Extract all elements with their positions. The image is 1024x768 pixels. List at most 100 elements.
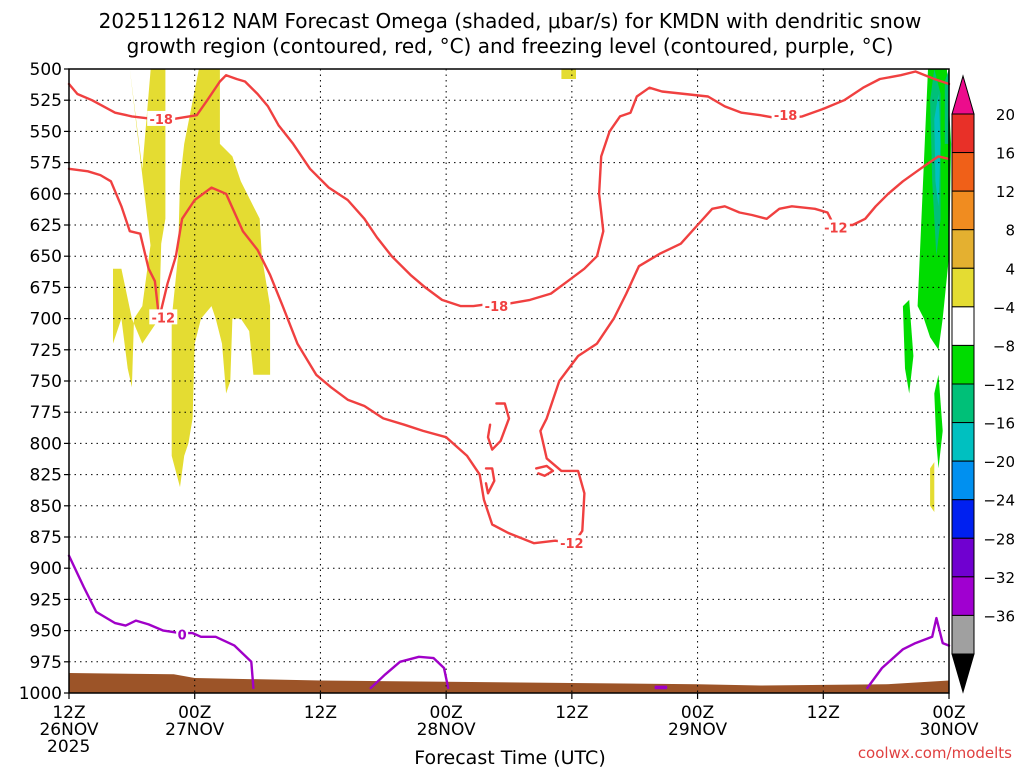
contour-label-bg bbox=[149, 309, 178, 325]
colorbar-label-10: −24 bbox=[983, 492, 1015, 510]
x-tick-label-60-1: 29NOV bbox=[668, 720, 727, 740]
y-axis-pressure: 500 525 550 575 600 625 650 675 700 725 750 775 800 8… bbox=[19, 60, 69, 704]
colorbar-label-3: 8 bbox=[1005, 222, 1015, 240]
colorbar-label-1: 16 bbox=[996, 145, 1015, 163]
colorbar-box-9 bbox=[951, 422, 975, 462]
omega-region-omega-4-to-8-green-1 bbox=[902, 299, 914, 394]
contour-freezing-level-0-c-purple-contour-3 bbox=[866, 616, 951, 690]
y-tick-label-800: 800 bbox=[30, 434, 62, 454]
contour-label-bg bbox=[557, 535, 586, 551]
colorbar-box-3 bbox=[951, 190, 975, 231]
x-tick-label-0-1: 26NOV bbox=[39, 720, 98, 740]
colorbar-label-7: −12 bbox=[983, 376, 1015, 394]
x-tick-label-0-2: 2025 bbox=[47, 737, 90, 757]
y-tick-label-975: 975 bbox=[30, 653, 62, 673]
omega-region-omega-4-to-8-green-2 bbox=[934, 374, 943, 469]
y-tick-label-950: 950 bbox=[30, 622, 62, 642]
contour-label-dendritic-growth-12-c-red-contour-2: -12 bbox=[824, 221, 848, 236]
contour-freezing-level-0-c-purple-contour-1 bbox=[369, 655, 450, 690]
colorbar-box-1 bbox=[951, 113, 975, 154]
y-tick-label-875: 875 bbox=[30, 528, 62, 548]
y-tick-label-700: 700 bbox=[30, 310, 62, 330]
colorbar-top-triangle bbox=[951, 74, 975, 115]
x-tick-label-12-1: 27NOV bbox=[165, 720, 224, 740]
y-tick-label-825: 825 bbox=[30, 466, 62, 486]
chart-title: 2025112612 NAM Forecast Omega (shaded, μ… bbox=[99, 9, 922, 58]
y-tick-label-1000: 1000 bbox=[19, 684, 62, 704]
x-tick-label-12-0: 00Z bbox=[178, 703, 211, 723]
colorbar-label-5: −4 bbox=[993, 299, 1015, 317]
colorbar-box-2 bbox=[951, 152, 975, 192]
omega-shading bbox=[113, 69, 952, 512]
y-tick-label-900: 900 bbox=[30, 559, 62, 579]
contour-dendritic-growth-12-c-red-contour-1 bbox=[486, 402, 511, 451]
colorbar-label-11: −28 bbox=[983, 530, 1015, 548]
ground-layer bbox=[69, 673, 949, 693]
y-tick-label-550: 550 bbox=[30, 122, 62, 142]
x-tick-label-84-1: 30NOV bbox=[919, 720, 978, 740]
y-tick-label-500: 500 bbox=[30, 60, 62, 80]
x-tick-label-72-0: 12Z bbox=[807, 703, 840, 723]
x-tick-label-48-0: 12Z bbox=[555, 703, 588, 723]
contour-label-bg bbox=[821, 219, 850, 235]
grid-lines bbox=[69, 69, 949, 693]
contour-label-bg bbox=[176, 626, 189, 642]
x-tick-label-0-0: 12Z bbox=[52, 703, 85, 723]
y-tick-label-775: 775 bbox=[30, 403, 62, 423]
contour-label-dendritic-growth-12-c-red-contour-1: -12 bbox=[560, 537, 584, 552]
colorbar-box-7 bbox=[951, 344, 975, 385]
colorbar-box-10 bbox=[951, 460, 975, 501]
colorbar-box-12 bbox=[951, 537, 975, 578]
colorbar-label-8: −16 bbox=[983, 415, 1015, 433]
contour-label-dendritic-growth-18-c-red-contour-0: -18 bbox=[149, 113, 173, 128]
y-tick-label-525: 525 bbox=[30, 91, 62, 111]
y-tick-label-650: 650 bbox=[30, 247, 62, 267]
contour-label-bg bbox=[482, 298, 511, 314]
y-tick-label-850: 850 bbox=[30, 497, 62, 517]
contour-freezing-level-0-c-purple-contour-0 bbox=[67, 554, 255, 690]
contour-label-bg bbox=[771, 107, 800, 123]
colorbar-box-8 bbox=[951, 383, 975, 424]
y-tick-label-600: 600 bbox=[30, 185, 62, 205]
credit-text: coolwx.com/modelts bbox=[858, 744, 1012, 762]
contour-label-dendritic-growth-18-c-red-contour-1: -18 bbox=[485, 300, 509, 315]
colorbar-label-2: 12 bbox=[996, 183, 1015, 201]
ground-surface bbox=[69, 673, 949, 693]
contour-freezing-level-0-c-purple-contour-2 bbox=[654, 685, 668, 690]
colorbar-label-4: 4 bbox=[1005, 260, 1015, 278]
chart-title-line-1: 2025112612 NAM Forecast Omega (shaded, μ… bbox=[99, 9, 922, 33]
x-tick-label-60-0: 00Z bbox=[681, 703, 714, 723]
omega-region-omega-8-to-12-teal-1 bbox=[944, 69, 949, 144]
contour-label-dendritic-growth-18-c-red-contour-2: -18 bbox=[774, 109, 798, 124]
chart-title-line-2: growth region (contoured, red, °C) and f… bbox=[127, 34, 894, 58]
omega-region-omega-12-to-16-cyan-0 bbox=[934, 94, 941, 207]
colorbar-label-12: −32 bbox=[983, 569, 1015, 587]
colorbar: 20 16 12 8 4 −4 −8 −12 −16 −20 −24 −28 −32 −36 bbox=[951, 74, 1015, 694]
y-tick-label-675: 675 bbox=[30, 278, 62, 298]
colorbar-label-0: 20 bbox=[996, 106, 1015, 124]
colorbar-box-13 bbox=[951, 576, 975, 616]
colorbar-box-4 bbox=[951, 229, 975, 269]
x-tick-label-84-0: 00Z bbox=[932, 703, 965, 723]
omega-region-omega-4-to-8-yellow-3 bbox=[930, 462, 935, 512]
y-tick-label-575: 575 bbox=[30, 154, 62, 174]
colorbar-bottom-triangle bbox=[951, 653, 975, 694]
colorbar-label-9: −20 bbox=[983, 453, 1015, 471]
x-tick-label-36-1: 28NOV bbox=[417, 720, 476, 740]
omega-region-omega-4-to-8-yellow-2 bbox=[561, 69, 576, 79]
y-tick-label-625: 625 bbox=[30, 216, 62, 236]
colorbar-label-13: −36 bbox=[983, 607, 1015, 625]
colorbar-box-14 bbox=[951, 614, 975, 655]
omega-region-omega-4-to-8-yellow-1 bbox=[171, 69, 271, 488]
colorbar-label-6: −8 bbox=[993, 337, 1015, 355]
y-tick-label-750: 750 bbox=[30, 372, 62, 392]
y-tick-label-925: 925 bbox=[30, 590, 62, 610]
colorbar-box-5 bbox=[951, 267, 975, 308]
contour-label-bg bbox=[147, 110, 176, 126]
contour-dendritic-growth-12-c-red-contour-0 bbox=[67, 155, 951, 545]
x-tick-label-24-0: 12Z bbox=[304, 703, 337, 723]
x-axis-label: Forecast Time (UTC) bbox=[414, 747, 605, 768]
contour-dendritic-growth-12-c-red-contour-3 bbox=[535, 464, 555, 477]
